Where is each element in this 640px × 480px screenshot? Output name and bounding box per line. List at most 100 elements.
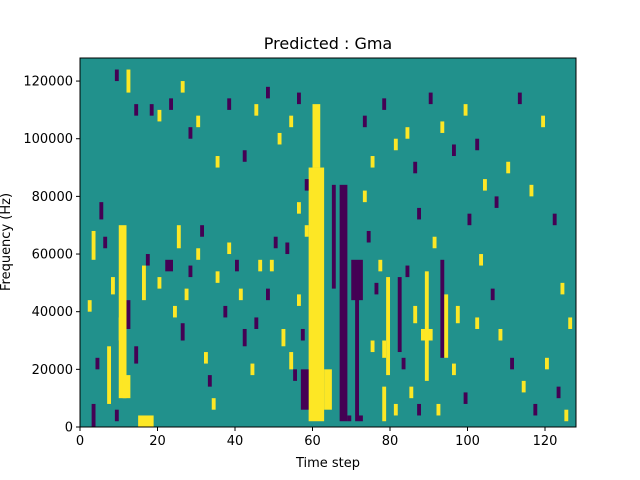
heatmap-cell	[440, 259, 445, 358]
heatmap-cell	[95, 357, 100, 370]
heatmap-cell	[126, 300, 131, 329]
heatmap-cell	[107, 346, 112, 404]
heatmap-cell	[541, 115, 546, 128]
x-axis-label: Time step	[295, 456, 360, 471]
heatmap-cell	[196, 248, 201, 260]
heatmap-cell	[122, 375, 131, 399]
heatmap-cell	[289, 115, 294, 128]
heatmap-cell	[517, 92, 522, 105]
heatmap-cell	[370, 340, 375, 353]
heatmap-cell	[355, 265, 360, 422]
heatmap-cell	[126, 69, 131, 93]
heatmap-cells	[87, 69, 573, 427]
y-axis-ticks: 0 20000 40000 60000 80000 100000 120000	[23, 75, 80, 436]
heatmap-cell	[405, 127, 410, 139]
heatmap-cell	[188, 127, 193, 139]
heatmap-cell	[324, 369, 332, 410]
heatmap-cell	[242, 328, 247, 347]
heatmap-cell	[169, 98, 174, 110]
heatmap-cell	[510, 357, 515, 370]
heatmap-cell	[498, 328, 503, 341]
heatmap-cell	[111, 277, 115, 295]
x-tick-label: 80	[382, 434, 399, 449]
heatmap-cell	[347, 415, 352, 422]
heatmap-cell	[297, 92, 301, 105]
heatmap-cell	[266, 288, 270, 301]
heatmap-cell	[211, 398, 216, 410]
heatmap-cell	[413, 305, 418, 324]
heatmap-cell	[560, 282, 565, 295]
heatmap-cell	[149, 104, 154, 116]
heatmap-cell	[440, 121, 445, 133]
heatmap-cell	[432, 236, 437, 249]
heatmap-cell	[281, 328, 286, 347]
heatmap-cell	[285, 242, 290, 255]
heatmap-cell	[258, 259, 263, 272]
heatmap-cell	[463, 104, 468, 116]
y-tick-label: 120000	[23, 75, 73, 90]
heatmap-cell	[304, 179, 309, 191]
heatmap-cell	[300, 369, 309, 410]
heatmap-cell	[308, 167, 325, 422]
heatmap-cell	[134, 104, 139, 116]
plot-frame	[79, 57, 577, 428]
heatmap-cell	[227, 242, 232, 255]
heatmap-cell	[207, 375, 212, 387]
x-tick-label: 60	[304, 434, 321, 449]
heatmap-cell	[304, 225, 309, 237]
heatmap-cell	[87, 300, 92, 312]
y-tick-label: 20000	[32, 363, 73, 378]
heatmap-cell	[382, 386, 387, 422]
heatmap-cell	[200, 225, 205, 237]
heatmap-cell	[401, 357, 406, 370]
heatmap-cell	[297, 294, 301, 306]
heatmap-cell	[91, 403, 96, 427]
heatmap-cell	[362, 190, 367, 203]
heatmap-cell	[114, 69, 119, 82]
heatmap-cell	[568, 317, 573, 329]
heatmap-cell	[452, 363, 456, 376]
heatmap-cell	[254, 104, 259, 116]
heatmap-cell	[417, 403, 422, 416]
heatmap-cell	[118, 317, 123, 341]
heatmap-cell	[277, 132, 282, 145]
heatmap-cell	[215, 271, 220, 283]
x-tick-label: 40	[227, 434, 244, 449]
heatmap-cell	[165, 259, 173, 272]
heatmap-cell	[118, 225, 127, 399]
heatmap-cell	[409, 386, 414, 399]
heatmap-cell	[382, 98, 387, 110]
heatmap-cell	[397, 277, 402, 353]
heatmap-cell	[521, 380, 526, 393]
heatmap-cell	[91, 230, 96, 260]
heatmap-cell	[289, 352, 294, 370]
heatmap-cell	[494, 196, 499, 208]
heatmap-cell	[134, 346, 139, 364]
heatmap-cell	[506, 161, 511, 174]
heatmap-cell	[455, 305, 460, 324]
heatmap-cell	[157, 109, 162, 122]
heatmap-cell	[564, 409, 569, 422]
y-tick-label: 60000	[32, 248, 73, 263]
heatmap-cell	[293, 369, 298, 381]
x-tick-label: 120	[533, 434, 558, 449]
heatmap-cell	[242, 150, 247, 162]
heatmap-cell	[138, 415, 154, 427]
plot-area	[79, 57, 577, 428]
plot-background	[80, 58, 576, 427]
heatmap-cell	[173, 305, 177, 318]
heatmap-cell	[157, 277, 162, 289]
heatmap-cell	[254, 317, 259, 329]
heatmap-cell	[475, 317, 480, 329]
heatmap-cell	[552, 213, 557, 226]
heatmap-cell	[467, 213, 472, 226]
y-tick-label: 40000	[32, 305, 73, 320]
x-tick-label: 100	[455, 434, 480, 449]
heatmap-cell	[413, 161, 418, 174]
heatmap-cell	[463, 392, 468, 404]
x-axis-ticks: 0 20 40 60 80 100 120	[76, 427, 558, 449]
heatmap-cell	[393, 138, 398, 151]
heatmap-cell	[312, 104, 321, 168]
heatmap-cell	[382, 340, 387, 358]
